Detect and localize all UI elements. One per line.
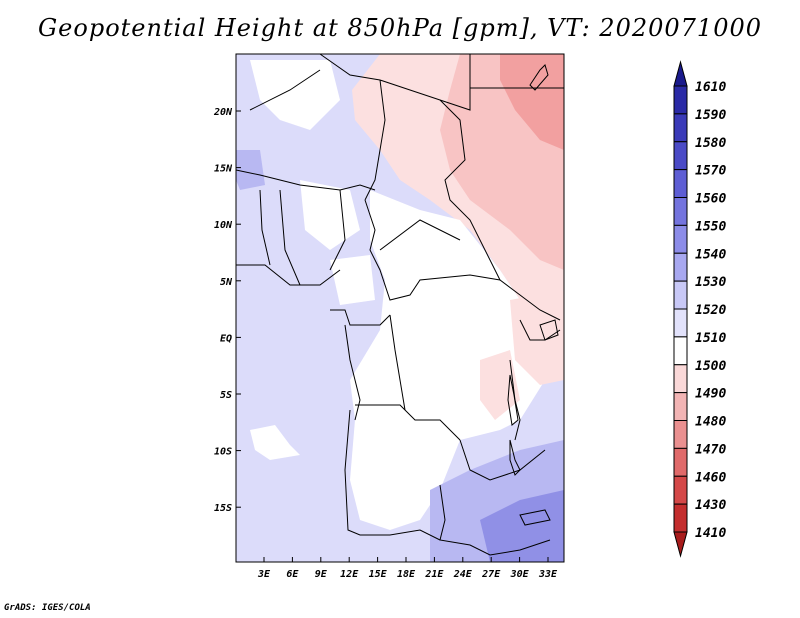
- colorbar-label: 1520: [695, 303, 726, 318]
- colorbar-swatch: [673, 141, 688, 171]
- geopotential-field: [236, 54, 564, 562]
- colorbar-swatch: [673, 169, 688, 198]
- colorbar-label: 1470: [695, 442, 726, 457]
- lat-label: 20N: [213, 107, 233, 118]
- longitude-axis: 3E 6E 9E 12E 15E 18E 21E 24E 27E 30E 33E: [257, 557, 558, 580]
- field-pink-east2: [480, 350, 520, 420]
- lon-label: 24E: [453, 569, 473, 580]
- colorbar-top-arrow: [673, 60, 688, 87]
- colorbar-swatch: [673, 113, 688, 143]
- colorbar-swatch: [673, 420, 688, 449]
- lat-label: 15N: [214, 164, 233, 175]
- lat-label: 5S: [220, 390, 232, 401]
- colorbar-label: 1460: [695, 470, 726, 485]
- lon-label: 6E: [286, 569, 299, 580]
- colorbar-label: 1530: [695, 275, 726, 290]
- lon-label: 27E: [481, 569, 501, 580]
- field-white-ocean: [250, 425, 300, 460]
- colorbar-swatch: [673, 224, 688, 254]
- colorbar-swatch: [673, 280, 688, 310]
- field-white-north: [250, 60, 340, 130]
- lon-label: 21E: [424, 569, 444, 580]
- page-title: Geopotential Height at 850hPa [gpm], VT:…: [38, 14, 762, 42]
- colorbar-label: 1500: [695, 359, 726, 374]
- colorbar-label: 1610: [695, 80, 726, 95]
- colorbar-label: 1570: [695, 164, 726, 179]
- colorbar-bottom-arrow: [673, 531, 688, 558]
- map-frame: [235, 53, 565, 563]
- colorbar-label: 1430: [695, 498, 726, 513]
- lat-label: EQ: [220, 333, 232, 344]
- colorbar-swatch: [673, 475, 688, 505]
- footer-credit: GrADS: IGES/COLA: [4, 603, 91, 613]
- lat-label: 10N: [214, 220, 233, 231]
- field-white-west: [300, 180, 360, 250]
- latitude-axis: 20N 15N 10N 5N EQ 5S 10S 15S: [213, 107, 241, 514]
- colorbar-swatch: [673, 336, 688, 366]
- country-borders: [235, 53, 564, 556]
- field-blue-deep: [480, 490, 564, 562]
- lat-label: 5N: [220, 277, 233, 288]
- field-white-center: [350, 190, 545, 530]
- lat-label: 15S: [214, 503, 232, 514]
- lon-label: 15E: [369, 569, 388, 580]
- lon-label: 18E: [397, 569, 416, 580]
- lakes: [507, 64, 559, 526]
- colorbar-swatch: [673, 447, 688, 477]
- colorbar-swatch: [673, 308, 688, 338]
- colorbar-swatch: [673, 364, 688, 394]
- field-pink-east: [510, 290, 564, 385]
- lon-label: 12E: [340, 569, 359, 580]
- colorbar-label: 1540: [695, 247, 726, 262]
- field-pink-deep: [500, 54, 564, 150]
- colorbar-label: 1410: [695, 526, 726, 541]
- colorbar-swatch: [673, 392, 688, 421]
- colorbar-swatch: [673, 85, 688, 115]
- colorbar-swatch: [673, 252, 688, 282]
- colorbar-label: 1480: [695, 415, 726, 430]
- colorbar-label: 1550: [695, 219, 726, 234]
- lat-label: 10S: [214, 447, 232, 458]
- colorbar-label: 1510: [695, 331, 726, 346]
- colorbar: 1610 1590 1580 1570 1560 1550 1540 1530 1520 1510…: [673, 60, 726, 558]
- colorbar-swatch: [673, 197, 688, 226]
- lon-label: 3E: [257, 569, 271, 580]
- lon-label: 33E: [538, 569, 558, 580]
- colorbar-label: 1490: [695, 387, 726, 402]
- colorbar-label: 1580: [695, 136, 726, 151]
- colorbar-label: 1560: [695, 192, 726, 207]
- field-white-coast: [330, 255, 375, 305]
- field-blue-west: [236, 150, 265, 190]
- colorbar-swatch: [673, 503, 688, 533]
- lon-label: 9E: [315, 569, 328, 580]
- lon-label: 30E: [510, 569, 530, 580]
- colorbar-label: 1590: [695, 108, 726, 123]
